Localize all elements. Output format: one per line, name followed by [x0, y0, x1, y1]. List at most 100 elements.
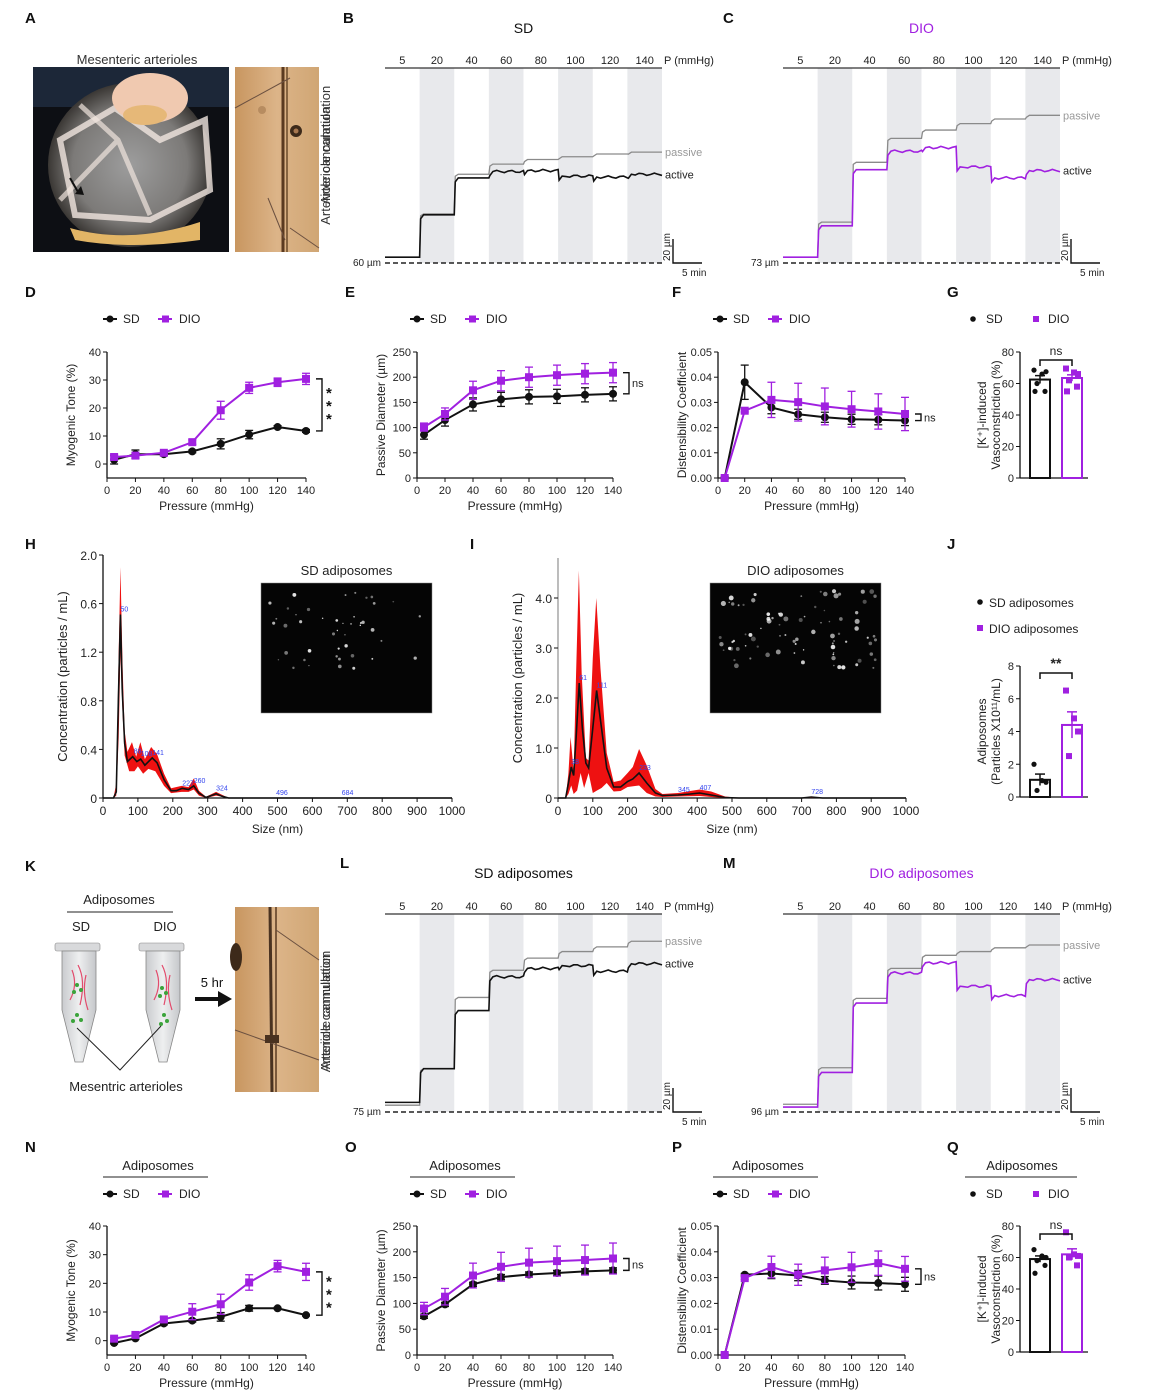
panel-letter-c: C — [723, 10, 734, 27]
particle-spot — [765, 652, 770, 658]
data-point — [1074, 383, 1080, 390]
scale-bar — [1070, 239, 1100, 264]
y-tick-label: 0.03 — [691, 1273, 712, 1285]
particle-spot — [350, 654, 355, 658]
x-tick-label: 60 — [792, 485, 804, 497]
x-tick-label: 0 — [100, 804, 107, 818]
x-tick-label: 100 — [128, 804, 148, 818]
series-line-sd — [423, 1269, 614, 1318]
particle-spot — [777, 612, 780, 615]
particle-spot — [844, 640, 848, 643]
significance-bracket — [623, 1257, 630, 1272]
pressure-step-label: 140 — [636, 901, 654, 913]
x-tick-label: 20 — [739, 1362, 751, 1374]
group-title: Adiposomes — [732, 1158, 804, 1173]
y-tick-label: 0 — [90, 792, 97, 806]
x-axis-label: Pressure (mmHg) — [159, 499, 254, 513]
panel-letter-f: F — [672, 284, 681, 301]
peak-label: 108 — [141, 751, 153, 758]
significance-star: * — [326, 385, 332, 402]
y-tick-label: 0 — [405, 1350, 411, 1362]
particle-spot — [335, 655, 338, 658]
y-tick-label: 30 — [89, 375, 101, 387]
panel-m: M DIO adiposomes 5 20 40 60 80 100 120 140 P (mmHg… — [723, 855, 1112, 1128]
data-point — [1066, 1254, 1072, 1261]
panel-letter-a: A — [25, 10, 36, 27]
data-point-sd — [188, 447, 197, 456]
x-tick-label: 40 — [467, 1362, 479, 1374]
x-tick-label: 20 — [129, 485, 141, 497]
x-tick-label: 140 — [297, 485, 315, 497]
trace-label-active: active — [1063, 975, 1092, 987]
pointer-lines — [76, 1025, 162, 1071]
particle-spot — [359, 624, 362, 627]
legend-marker-dio — [977, 625, 983, 631]
data-point-sd — [553, 392, 561, 401]
y-axis-label: Concentration (particles / mL) — [55, 591, 70, 762]
series-line-dio — [423, 1257, 614, 1310]
particle-spot — [766, 612, 771, 616]
data-point-sd — [581, 390, 589, 399]
significance-bracket — [915, 413, 922, 422]
legend-label-dio: DIO — [179, 312, 200, 326]
panel-a-side-label: Arteriole cannulation — [318, 86, 333, 205]
data-point-dio — [110, 1334, 119, 1343]
x-tick-label: 60 — [495, 1362, 507, 1374]
y-tick-label: 0.6 — [80, 598, 97, 612]
y-tick-label: 1.2 — [80, 646, 97, 660]
data-point — [1063, 365, 1069, 372]
peak-label: 407 — [700, 785, 712, 792]
y-tick-label: 40 — [89, 347, 101, 359]
pressure-step-label: 140 — [1034, 901, 1052, 913]
trace-active — [385, 961, 663, 1104]
right-arrow-icon — [195, 991, 232, 1007]
particle-spot — [292, 593, 294, 595]
pressure-step-label: 60 — [500, 55, 512, 67]
scale-bar — [672, 1088, 702, 1113]
significance-label: ns — [632, 1259, 644, 1271]
legend-marker-dio — [162, 1190, 169, 1198]
particle-spot — [331, 632, 336, 636]
x-tick-label: 40 — [158, 485, 170, 497]
y-tick-label: 50 — [399, 448, 411, 460]
y-tick-label: 0 — [545, 792, 552, 806]
series-line-sd — [423, 392, 614, 436]
bar-sd — [1029, 378, 1051, 479]
data-point-sd — [245, 1304, 254, 1313]
y-axis-label: Concentration (particles / mL) — [510, 593, 525, 764]
data-point-sd — [420, 430, 428, 439]
x-tick-label: 140 — [297, 1362, 315, 1374]
panel-letter-i: I — [470, 536, 474, 553]
data-point-dio — [188, 438, 197, 447]
data-point-dio — [420, 423, 428, 432]
x-tick-label: 80 — [523, 1362, 535, 1374]
data-point-dio — [302, 374, 310, 383]
data-point-sd — [740, 378, 749, 387]
peak-label: 88 — [134, 749, 142, 756]
y-tick-label: 50 — [399, 1324, 411, 1336]
data-point — [1071, 369, 1077, 376]
y-tick-label: 0.03 — [691, 397, 712, 409]
tube-caption: Mesentric arterioles — [69, 1079, 183, 1094]
particle-spot — [303, 658, 306, 662]
trace-active — [385, 168, 663, 258]
x-tick-label: 200 — [618, 804, 638, 818]
data-point-dio — [302, 1267, 310, 1276]
pressure-step-label: 100 — [566, 55, 584, 67]
x-tick-label: 60 — [186, 485, 198, 497]
panel-o: O Adiposomes SD DIO 0 50 100 150 200 250 0 20 40 60 80… — [345, 1139, 644, 1390]
data-point — [1039, 778, 1045, 784]
panel-g: G SD DIO 0 20 40 60 80[K⁺]-inducedVasoconstrict… — [947, 284, 1088, 485]
data-point — [1043, 1254, 1049, 1261]
baseline-label: 60 µm — [353, 258, 381, 269]
x-tick-label: 0 — [414, 1362, 420, 1374]
panel-k-side-label: Arteriole cannulation — [318, 951, 333, 1070]
particle-spot — [873, 594, 877, 598]
x-axis-label: Pressure (mmHg) — [764, 1376, 859, 1390]
x-tick-label: 200 — [163, 804, 183, 818]
significance-bracket — [1039, 359, 1073, 366]
x-tick-label: 100 — [240, 485, 258, 497]
pressure-step-shade — [1025, 68, 1060, 263]
adiposomes-group-label: Adiposomes — [83, 892, 155, 907]
data-point-dio — [581, 1256, 589, 1265]
